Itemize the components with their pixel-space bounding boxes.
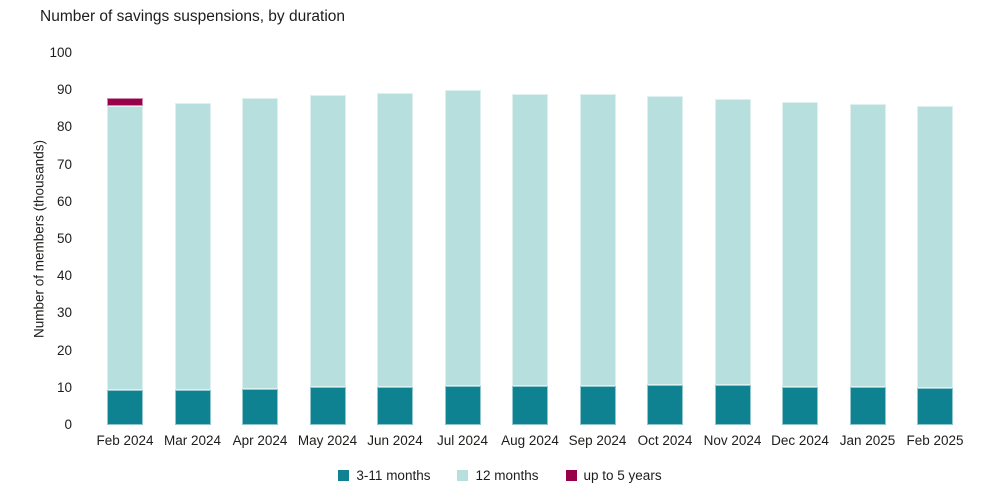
y-axis-tick-label: 20 bbox=[56, 342, 72, 358]
y-axis-tick-label: 10 bbox=[56, 379, 72, 395]
y-axis-tick-label: 0 bbox=[64, 417, 72, 432]
legend-label: 12 months bbox=[475, 468, 539, 483]
y-axis-tick-label: 90 bbox=[56, 82, 72, 98]
bar-column-sep-2024 bbox=[579, 94, 616, 425]
y-axis-tick-label: 50 bbox=[56, 231, 72, 246]
bar-column-dec-2024 bbox=[782, 102, 818, 425]
bar-segment-3-11-months bbox=[377, 387, 413, 425]
bar-column-apr-2024 bbox=[242, 98, 278, 425]
y-axis-tick-label: 30 bbox=[56, 305, 72, 321]
x-axis-label: Mar 2024 bbox=[163, 433, 222, 448]
legend-label: 3-11 months bbox=[356, 468, 431, 483]
legend-item-3-11-months: 3-11 months bbox=[338, 468, 430, 483]
bar-segment-12-months bbox=[377, 93, 413, 388]
bar-segment-3-11-months bbox=[512, 385, 548, 425]
bar-segment-12-months bbox=[107, 106, 143, 391]
bar-segment-3-11-months bbox=[174, 390, 211, 425]
bar-segment-3-11-months bbox=[917, 387, 953, 425]
bar-segment-12-months bbox=[444, 90, 481, 387]
bar-column-nov-2024 bbox=[714, 99, 751, 425]
y-axis-tick-label: 60 bbox=[56, 193, 72, 209]
bar-column-feb-2025 bbox=[917, 105, 953, 425]
bar-column-aug-2024 bbox=[512, 93, 548, 425]
bar-column-mar-2024 bbox=[174, 103, 211, 425]
bar-segment-12-months bbox=[917, 105, 953, 388]
legend-label: up to 5 years bbox=[583, 468, 662, 483]
x-axis-label: Jun 2024 bbox=[367, 433, 423, 448]
bar-column-may-2024 bbox=[309, 95, 346, 425]
bar-segment-12-months bbox=[242, 98, 278, 389]
y-axis-tick-label: 80 bbox=[56, 119, 72, 135]
bar-segment-12-months bbox=[512, 93, 548, 386]
bar-segment-3-11-months bbox=[782, 386, 818, 425]
legend-swatch-3-11-months-icon bbox=[338, 470, 350, 481]
bar-column-jun-2024 bbox=[377, 93, 413, 425]
y-axis-tick-label: 70 bbox=[56, 156, 72, 172]
x-axis-label: Apr 2024 bbox=[232, 433, 288, 448]
bar-segment-3-11-months bbox=[309, 387, 346, 425]
bar-column-oct-2024 bbox=[647, 95, 683, 425]
y-axis-tick-label: 100 bbox=[49, 45, 72, 60]
legend-item-up-to-5-years: up to 5 years bbox=[565, 468, 662, 483]
x-axis-label: Oct 2024 bbox=[637, 433, 693, 448]
bar-segment-12-months bbox=[647, 95, 683, 385]
legend-swatch-12-months-icon bbox=[457, 470, 469, 481]
x-axis-label: Feb 2024 bbox=[96, 433, 154, 448]
bar-segment-3-11-months bbox=[849, 386, 886, 425]
bar-segment-3-11-months bbox=[714, 384, 751, 425]
bar-segment-3-11-months bbox=[444, 386, 481, 425]
x-axis-label: Jul 2024 bbox=[436, 433, 489, 448]
legend: 3-11 months 12 months up to 5 years bbox=[0, 468, 1000, 483]
x-axis-label: Feb 2025 bbox=[906, 433, 964, 448]
bar-column-feb-2024 bbox=[107, 98, 143, 425]
chart-title: Number of savings suspensions, by durati… bbox=[40, 8, 345, 25]
x-axis-label: Aug 2024 bbox=[501, 433, 559, 448]
bar-segment-12-months bbox=[579, 94, 616, 386]
x-axis-label: Sep 2024 bbox=[568, 433, 627, 448]
bar-segment-up-to-5-years bbox=[107, 98, 143, 107]
bar-column-jan-2025 bbox=[849, 104, 886, 425]
bar-segment-12-months bbox=[782, 102, 818, 387]
plot-area bbox=[88, 53, 972, 425]
x-axis-label: Jan 2025 bbox=[839, 433, 896, 448]
y-axis-tick-label: 40 bbox=[56, 268, 72, 284]
bar-segment-12-months bbox=[849, 104, 886, 387]
x-axis-label: Dec 2024 bbox=[771, 433, 829, 448]
bar-column-jul-2024 bbox=[444, 90, 481, 425]
legend-item-12-months: 12 months bbox=[457, 468, 539, 483]
x-axis-label: May 2024 bbox=[297, 433, 358, 448]
legend-swatch-up-to-5-years-icon bbox=[565, 470, 577, 481]
bar-segment-3-11-months bbox=[107, 390, 143, 425]
bar-segment-3-11-months bbox=[242, 388, 278, 425]
bar-segment-12-months bbox=[174, 103, 211, 391]
x-axis-label: Nov 2024 bbox=[703, 433, 762, 448]
bar-segment-3-11-months bbox=[647, 384, 683, 425]
bar-segment-12-months bbox=[714, 99, 751, 385]
bar-segment-12-months bbox=[309, 95, 346, 388]
bar-segment-3-11-months bbox=[579, 385, 616, 425]
